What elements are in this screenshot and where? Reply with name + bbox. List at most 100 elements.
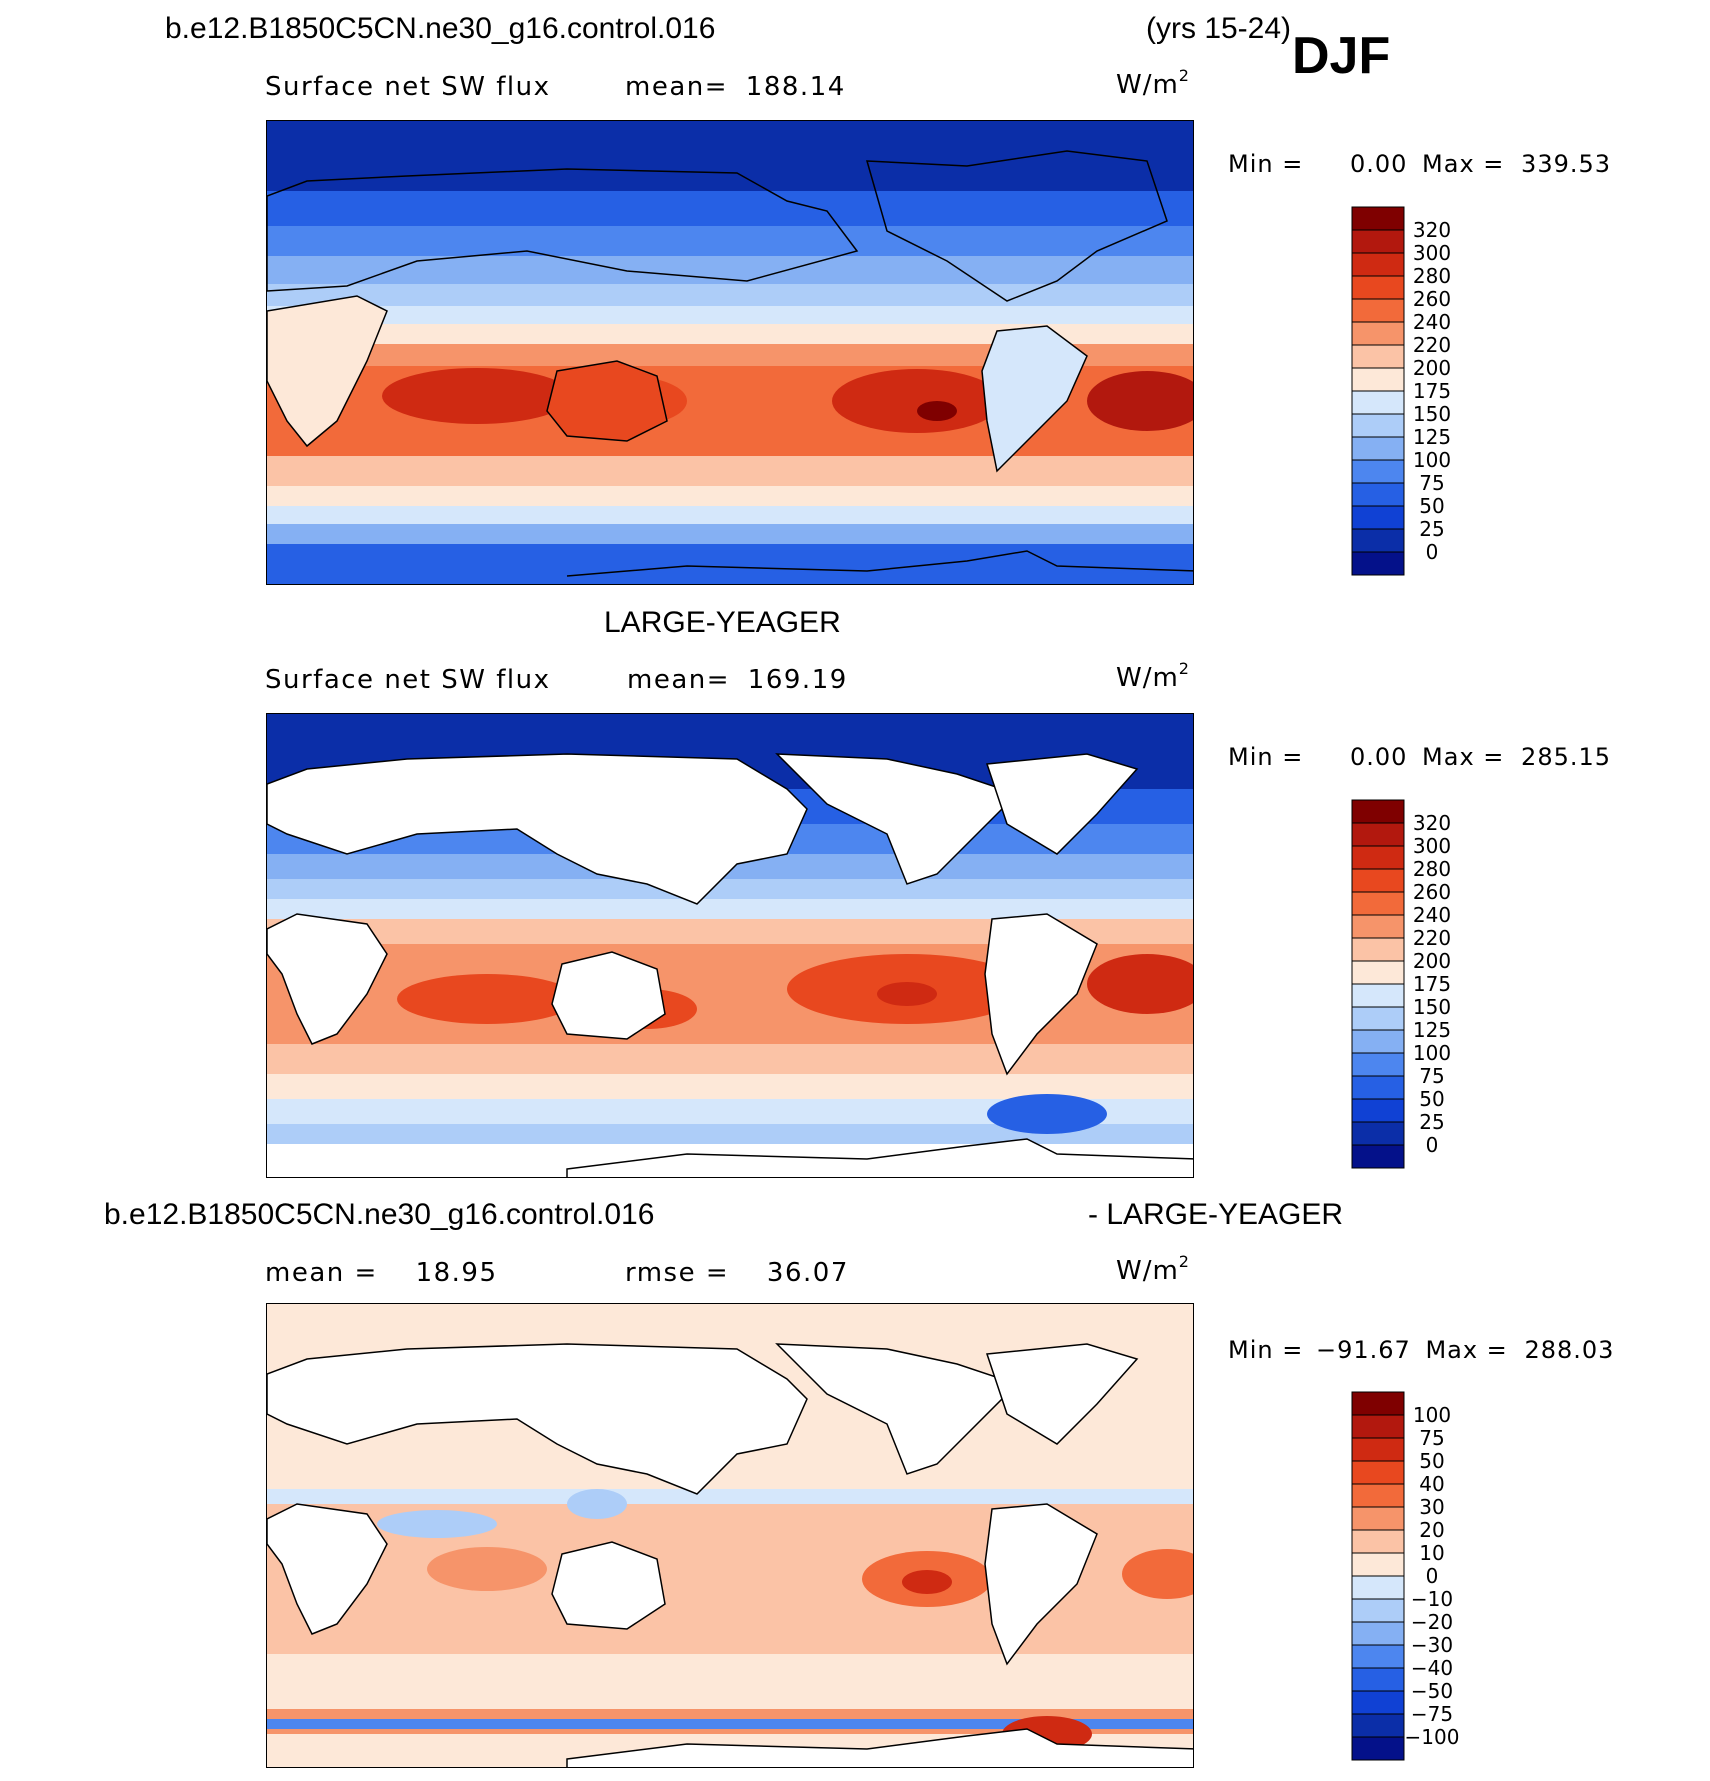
colorbar-level-label: −100 xyxy=(1405,1725,1460,1749)
colorbar-swatch xyxy=(1351,206,1405,231)
colorbar-level-label: 75 xyxy=(1419,1426,1444,1450)
panel1-mean: mean= 188.14 xyxy=(625,72,846,102)
panel3-rmse: rmse = 36.07 xyxy=(625,1258,849,1288)
panel3-min-value: −91.67 xyxy=(1315,1336,1411,1364)
colorbar-swatch xyxy=(1351,1713,1405,1738)
years-label: (yrs 15-24) xyxy=(1146,12,1292,45)
colorbar-level-label: 0 xyxy=(1426,1564,1439,1588)
panel1-min-label: Min = xyxy=(1228,150,1304,178)
panel2-mean-label: mean= xyxy=(627,665,731,695)
panel3-title-left: b.e12.B1850C5CN.ne30_g16.control.016 xyxy=(104,1198,655,1231)
panel3-min-label: Min = xyxy=(1228,1336,1304,1364)
panel3-mean-label: mean = xyxy=(265,1258,378,1288)
panel1-min-value: 0.00 xyxy=(1349,150,1408,178)
colorbar-swatch xyxy=(1351,505,1405,530)
colorbar-swatch xyxy=(1351,436,1405,461)
colorbar-swatch xyxy=(1351,1414,1405,1439)
colorbar-level-label: 50 xyxy=(1419,494,1444,518)
colorbar-swatch xyxy=(1351,459,1405,484)
colorbar-swatch xyxy=(1351,868,1405,893)
panel3-rmse-label: rmse = xyxy=(625,1258,730,1288)
panel2-min-label: Min = xyxy=(1228,743,1304,771)
colorbar-level-label: 100 xyxy=(1413,1403,1451,1427)
colorbar-swatch xyxy=(1351,1075,1405,1100)
panel1-map xyxy=(266,120,1194,585)
colorbar-swatch xyxy=(1351,1144,1405,1169)
panel1-max-label: Max = xyxy=(1422,150,1505,178)
case-name-title: b.e12.B1850C5CN.ne30_g16.control.016 xyxy=(165,12,716,45)
panel2-units-main: W/m xyxy=(1116,663,1179,693)
colorbar-swatch xyxy=(1351,983,1405,1008)
colorbar-level-label: 240 xyxy=(1413,903,1451,927)
panel1-variable: Surface net SW flux xyxy=(265,72,551,102)
colorbar-level-label: 300 xyxy=(1413,241,1451,265)
colorbar-level-label: −75 xyxy=(1411,1702,1453,1726)
colorbar-level-label: 30 xyxy=(1419,1495,1444,1519)
colorbar-level-label: 0 xyxy=(1426,1133,1439,1157)
panel3-max-label: Max = xyxy=(1425,1336,1508,1364)
colorbar-level-label: 175 xyxy=(1413,972,1451,996)
colorbar-level-label: 125 xyxy=(1413,1018,1451,1042)
colorbar-swatch xyxy=(1351,390,1405,415)
colorbar-swatch xyxy=(1351,1621,1405,1646)
colorbar-swatch xyxy=(1351,1029,1405,1054)
panel2-map-svg xyxy=(267,714,1193,1177)
panel2-units: W/m2 xyxy=(1116,659,1190,693)
colorbar-swatch xyxy=(1351,298,1405,323)
colorbar-level-label: 220 xyxy=(1413,333,1451,357)
colorbar-swatch xyxy=(1351,1552,1405,1577)
panel3-units-main: W/m xyxy=(1116,1256,1179,1286)
colorbar-level-label: −20 xyxy=(1411,1610,1453,1634)
panel3-units: W/m2 xyxy=(1116,1252,1190,1286)
panel1-units: W/m2 xyxy=(1116,66,1190,100)
season-label: DJF xyxy=(1292,27,1391,85)
colorbar-swatch xyxy=(1351,822,1405,847)
panel2-min-value: 0.00 xyxy=(1349,743,1408,771)
colorbar-swatch xyxy=(1351,1575,1405,1600)
panel3-title-right: - LARGE-YEAGER xyxy=(1088,1198,1344,1231)
panel3-minmax: Min = −91.67 Max = 288.03 xyxy=(1228,1336,1614,1364)
colorbar-level-label: 40 xyxy=(1419,1472,1444,1496)
panel2-minmax: Min = 0.00 Max = 285.15 xyxy=(1228,743,1611,771)
colorbar-level-label: 150 xyxy=(1413,995,1451,1019)
panel1-minmax: Min = 0.00 Max = 339.53 xyxy=(1228,150,1611,178)
colorbar-swatch xyxy=(1351,1644,1405,1669)
colorbar-swatch xyxy=(1351,799,1405,824)
colorbar-level-label: 280 xyxy=(1413,264,1451,288)
colorbar-swatch xyxy=(1351,1098,1405,1123)
panel2-title: LARGE-YEAGER xyxy=(604,606,841,639)
panel1-mean-label: mean= xyxy=(625,72,729,102)
panel2-units-sup: 2 xyxy=(1178,659,1190,678)
panel2-max-label: Max = xyxy=(1422,743,1505,771)
colorbar-level-label: 50 xyxy=(1419,1449,1444,1473)
panel1-units-sup: 2 xyxy=(1178,66,1190,85)
colorbar-swatch xyxy=(1351,1483,1405,1508)
colorbar-swatch xyxy=(1351,1529,1405,1554)
colorbar-level-label: 10 xyxy=(1419,1541,1444,1565)
colorbar-swatch xyxy=(1351,1506,1405,1531)
colorbar-swatch xyxy=(1351,367,1405,392)
colorbar-swatch xyxy=(1351,1460,1405,1485)
panel3-mean: mean = 18.95 xyxy=(265,1258,498,1288)
panel3-units-sup: 2 xyxy=(1178,1252,1190,1271)
colorbar-level-label: 25 xyxy=(1419,517,1444,541)
colorbar-swatch xyxy=(1351,1598,1405,1623)
panel1-mean-value: 188.14 xyxy=(745,72,846,102)
colorbar-level-label: 75 xyxy=(1419,1064,1444,1088)
colorbar-swatch xyxy=(1351,413,1405,438)
colorbar-swatch xyxy=(1351,1667,1405,1692)
colorbar-level-label: 50 xyxy=(1419,1087,1444,1111)
panel3-colorbar: 100 75 50 40 30 20 10 0 −10 −20 −30 −40 −50 −75 −100 xyxy=(1351,1391,1462,1761)
colorbar-swatch xyxy=(1351,1121,1405,1146)
colorbar-swatch xyxy=(1351,344,1405,369)
colorbar-level-label: 0 xyxy=(1426,540,1439,564)
colorbar-level-label: −50 xyxy=(1411,1679,1453,1703)
colorbar-swatch xyxy=(1351,845,1405,870)
colorbar-swatch xyxy=(1351,229,1405,254)
colorbar-swatch xyxy=(1351,1437,1405,1462)
colorbar-level-label: 125 xyxy=(1413,425,1451,449)
colorbar-swatch xyxy=(1351,937,1405,962)
colorbar-swatch xyxy=(1351,551,1405,576)
